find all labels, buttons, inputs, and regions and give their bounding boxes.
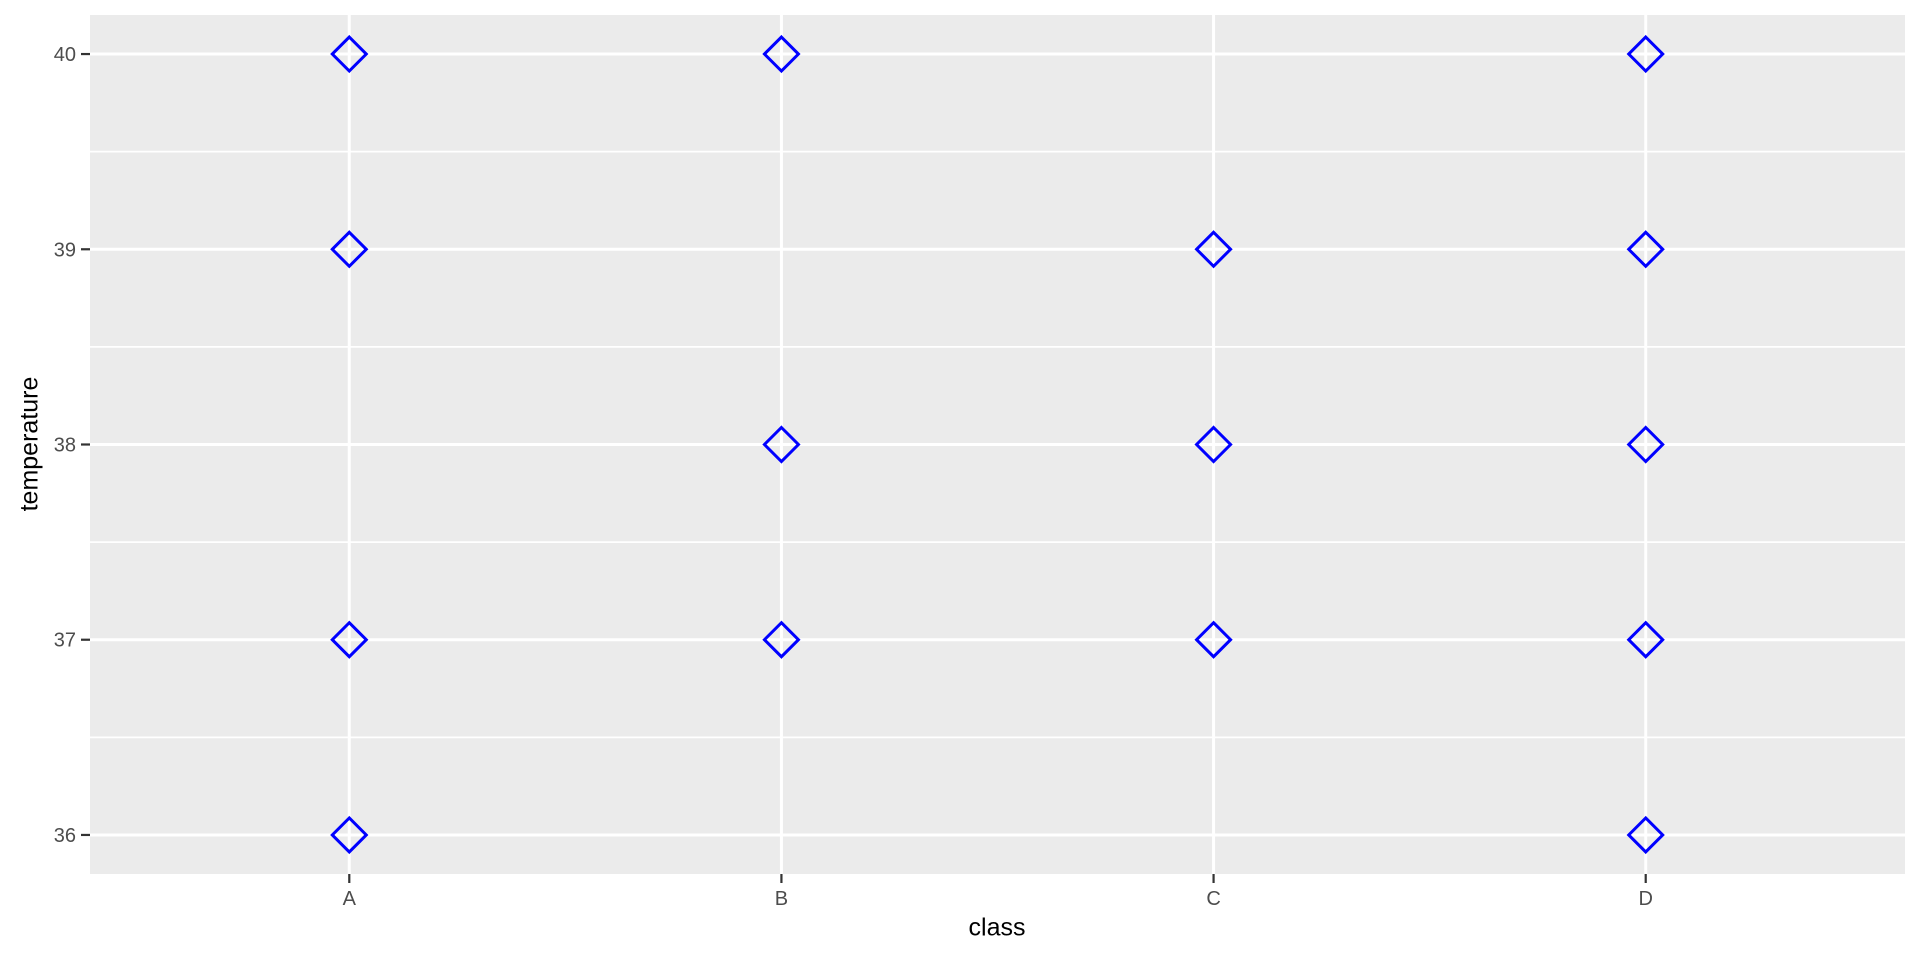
x-tick-label: D [1638, 888, 1652, 910]
data-point [1626, 425, 1665, 464]
data-point [330, 230, 369, 269]
data-point [1194, 620, 1233, 659]
y-axis-title: temperature [15, 376, 44, 512]
data-point [1194, 230, 1233, 269]
data-point [762, 425, 801, 464]
data-point [1626, 230, 1665, 269]
y-tick-label: 38 [54, 435, 76, 457]
data-point [1626, 34, 1665, 74]
y-tick-label: 37 [54, 630, 76, 652]
data-point [1626, 620, 1665, 659]
x-tick-label: C [1206, 888, 1220, 910]
y-tick-label: 39 [54, 239, 76, 261]
data-point [330, 815, 369, 855]
data-point [1194, 425, 1233, 464]
x-tick-label: B [775, 888, 788, 910]
y-tick-label: 40 [54, 44, 76, 66]
data-point [762, 34, 801, 74]
data-point [1626, 815, 1665, 855]
x-tick-label: A [343, 888, 357, 910]
data-point [330, 620, 369, 659]
x-axis-title: class [968, 913, 1026, 942]
data-point [762, 620, 801, 659]
y-tick-label: 36 [54, 825, 76, 847]
data-point [330, 34, 369, 74]
